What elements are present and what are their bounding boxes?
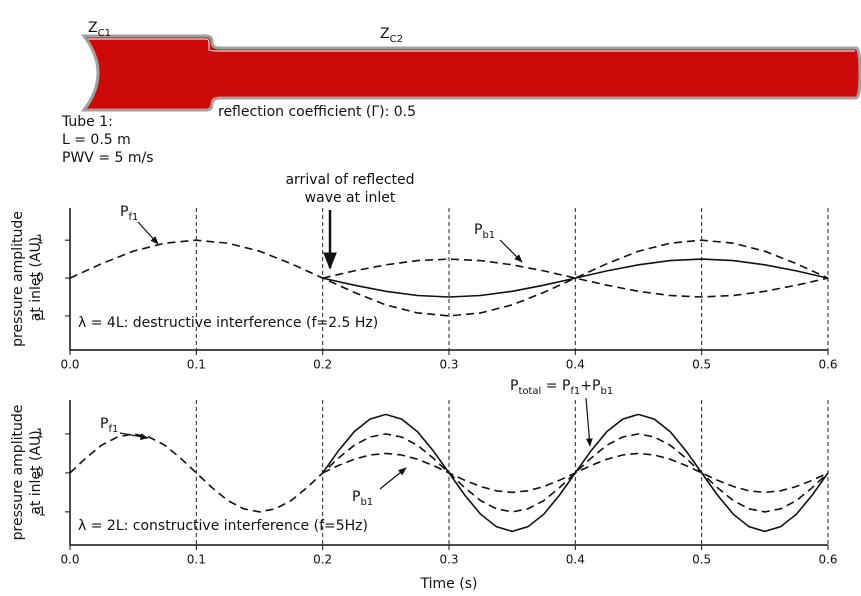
x-tick-label: 0.5	[692, 358, 711, 372]
y-tick-label: 1	[36, 426, 44, 440]
line-series	[322, 258, 829, 298]
x-tick-label: 0.2	[313, 358, 332, 372]
x-tick-label: 0.4	[566, 358, 585, 372]
x-tick-label: 0.6	[818, 358, 837, 372]
subscript: f1	[108, 424, 118, 435]
x-tick-label: 0.2	[313, 553, 332, 567]
y-axis-label: pressure amplitude	[10, 405, 26, 541]
x-axis-label: Time (s)	[420, 576, 478, 592]
annotation-arrow	[499, 239, 523, 263]
subscript: b1	[360, 497, 373, 508]
tube-highlight	[88, 38, 855, 52]
y-tick-label: -1	[34, 308, 46, 322]
annotation: λ = 4L: destructive interference (f=2.5 …	[78, 315, 378, 331]
annotation: Pb1	[352, 489, 373, 508]
text-part: Z	[380, 26, 390, 42]
reflection-coefficient: reflection coefficient (Γ): 0.5	[218, 104, 416, 120]
text-part: P	[120, 204, 128, 220]
text-part: = P	[541, 378, 570, 394]
text-part: P	[510, 378, 518, 394]
line-series	[322, 413, 829, 533]
text-part: P	[352, 489, 360, 505]
annotation: arrival of reflected	[285, 172, 414, 188]
x-tick-label: 0.1	[187, 358, 206, 372]
annotation-arrow	[137, 221, 159, 245]
y-axis-label: at inlet (AU)	[28, 237, 44, 321]
annotation: Pf1	[120, 204, 138, 223]
annotation-arrow	[119, 432, 149, 440]
annotation: Pf1	[100, 416, 118, 435]
annotation: Pb1	[474, 222, 495, 241]
tube-info: Tube 1:	[61, 114, 113, 130]
subscript: f1	[570, 386, 580, 397]
y-tick-label: 0	[36, 271, 44, 285]
line-series	[322, 258, 829, 298]
subscript: b1	[600, 386, 613, 397]
y-axis-label: at inlet (AU)	[28, 430, 44, 514]
subscript: b1	[482, 230, 495, 241]
y-axis-label: pressure amplitude	[10, 211, 26, 347]
x-tick-label: 0.3	[439, 358, 458, 372]
x-tick-label: 0.6	[818, 553, 837, 567]
text-part: P	[474, 222, 482, 238]
x-tick-label: 0.0	[60, 358, 79, 372]
impedance-label: ZC2	[380, 26, 403, 45]
annotation-arrow	[585, 397, 593, 447]
subscript: total	[518, 386, 541, 397]
x-tick-label: 0.1	[187, 553, 206, 567]
line-series	[69, 239, 829, 317]
y-tick-label: 0	[36, 465, 44, 479]
text-part: Z	[88, 20, 98, 36]
tube-info: PWV = 5 m/s	[62, 150, 154, 166]
tube-info: L = 0.5 m	[62, 132, 131, 148]
subscript: f1	[128, 212, 138, 223]
y-tick-label: -1	[34, 504, 46, 518]
x-tick-label: 0.3	[439, 553, 458, 567]
annotation: Ptotal = Pf1+Pb1	[510, 378, 613, 397]
x-tick-label: 0.0	[60, 553, 79, 567]
subscript: C2	[390, 34, 403, 45]
x-tick-label: 0.5	[692, 553, 711, 567]
subscript: C1	[98, 28, 111, 39]
impedance-label: ZC1	[88, 20, 111, 39]
x-tick-label: 0.4	[566, 553, 585, 567]
y-tick-label: 1	[36, 233, 44, 247]
annotation: wave at inlet	[305, 190, 396, 206]
text-part: P	[100, 416, 108, 432]
annotation-arrow	[379, 467, 407, 490]
tube	[80, 34, 861, 112]
text-part: +P	[580, 378, 600, 394]
annotation: λ = 2L: constructive interference (f=5Hz…	[78, 518, 368, 534]
